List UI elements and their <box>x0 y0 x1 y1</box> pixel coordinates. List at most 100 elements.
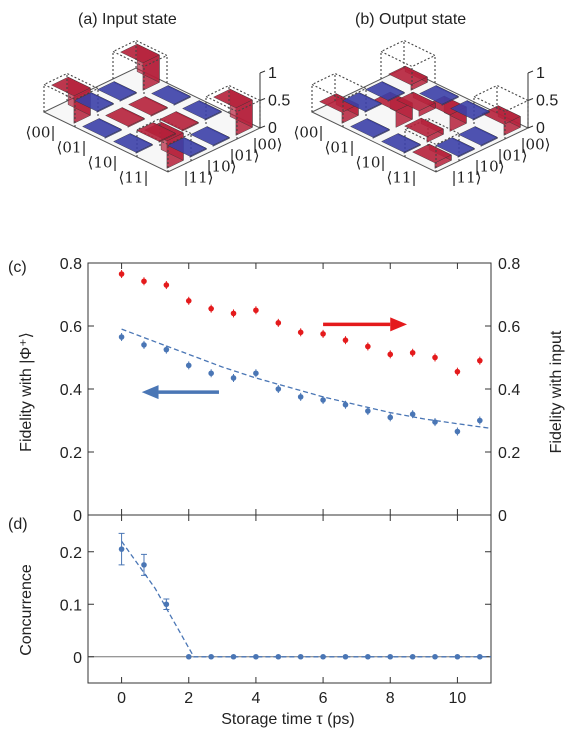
data-point-phi <box>141 342 147 348</box>
col-ket-label: |00⟩ <box>521 136 551 154</box>
row-bra-label: ⟨00| <box>294 124 324 142</box>
x-axis-title: Storage time τ (ps) <box>221 711 354 728</box>
data-point-input <box>387 351 394 358</box>
data-point-input <box>342 337 349 343</box>
y-axis-title-left-c: Fidelity with |Φ⁺⟩ <box>18 332 35 452</box>
data-point-input <box>275 320 282 326</box>
bar-top <box>136 122 176 142</box>
data-point-concurrence <box>432 653 438 660</box>
col-ket-label: |01⟩ <box>230 147 260 165</box>
bar-top <box>167 137 207 157</box>
bar-top <box>97 81 137 101</box>
data-point-phi <box>387 414 394 421</box>
z-tick-label: 1 <box>536 65 545 82</box>
z-tick <box>527 98 534 101</box>
y-tick-label: 0.6 <box>60 319 82 336</box>
bar-top <box>151 85 191 105</box>
z-tick <box>259 70 266 74</box>
arrow-right-head <box>390 317 408 332</box>
data-point-concurrence <box>454 653 461 660</box>
data-point-phi <box>118 334 125 340</box>
data-point-input <box>141 278 147 285</box>
y-tick-label: 0.2 <box>60 545 82 562</box>
data-point-phi <box>342 401 349 408</box>
y-tick-label-right: 0 <box>498 508 507 525</box>
row-bra-label: ⟨01| <box>57 139 87 157</box>
plot-frame <box>87 514 492 684</box>
col-ket-label: |00⟩ <box>253 136 283 154</box>
row-bra-label: ⟨11| <box>387 169 417 187</box>
data-point-concurrence <box>118 546 125 552</box>
bar-top <box>128 96 168 116</box>
bar-top <box>82 118 122 138</box>
data-point-phi <box>297 394 304 400</box>
data-point-phi <box>477 417 483 424</box>
concurrence-plot: 0 0.1 0.2 0 2 4 6 8 10 <box>60 514 492 707</box>
y-axis-title-d: Concurrence <box>18 564 35 656</box>
row-bra-label: ⟨11| <box>119 169 149 187</box>
bar-top <box>74 92 114 112</box>
data-point-input <box>432 354 438 361</box>
row-bra-label: ⟨10| <box>356 154 386 172</box>
bar-top <box>365 81 405 101</box>
data-point-concurrence <box>208 653 214 660</box>
data-point-input <box>365 343 371 350</box>
data-point-concurrence <box>365 653 371 660</box>
y-tick-label: 0.8 <box>60 256 82 273</box>
data-point-phi <box>454 428 461 435</box>
data-point-phi <box>320 397 326 403</box>
col-ket-label: |10⟩ <box>207 158 237 176</box>
bar-top <box>342 92 382 112</box>
col-ket-label: |01⟩ <box>498 147 528 165</box>
data-point-input <box>208 305 214 312</box>
y-tick-label-right: 0.6 <box>498 319 520 336</box>
data-point-concurrence <box>185 653 192 660</box>
data-point-concurrence <box>297 653 304 660</box>
data-point-phi <box>185 362 192 369</box>
data-point-input <box>320 331 326 337</box>
col-ket-label: |10⟩ <box>475 158 505 176</box>
data-point-concurrence <box>230 653 237 660</box>
bar-top <box>450 100 490 120</box>
bar-top <box>458 126 498 146</box>
z-tick-label: 1 <box>268 65 277 82</box>
x-tick-label: 10 <box>449 690 467 707</box>
bar-top <box>182 100 222 120</box>
bar-top <box>419 85 459 105</box>
data-point-phi <box>409 411 416 418</box>
col-ket-label: |11⟩ <box>452 169 482 187</box>
data-point-phi <box>253 370 259 377</box>
z-tick <box>259 98 266 101</box>
density-matrix-plot-input: 1 0.5 0 ⟨00|⟨01|⟨10|⟨11| |00⟩|01⟩|10⟩|11⟩ <box>26 39 290 187</box>
data-point-input <box>454 368 461 375</box>
x-tick-label: 2 <box>184 690 193 707</box>
bar-top <box>388 65 428 86</box>
panel-d-label: (d) <box>8 516 28 533</box>
data-point-input <box>230 310 237 317</box>
data-point-phi <box>163 346 170 353</box>
data-point-concurrence <box>477 653 483 660</box>
x-tick-label: 6 <box>319 690 328 707</box>
x-tick-label: 8 <box>386 690 395 707</box>
z-tick-label: 0.5 <box>268 93 290 110</box>
data-point-concurrence <box>387 653 394 660</box>
panel-b-title: (b) Output state <box>355 11 466 28</box>
z-tick <box>527 125 534 129</box>
data-point-concurrence <box>253 653 259 660</box>
arrow-left-head <box>141 385 159 400</box>
data-point-input <box>185 298 192 304</box>
bar-top <box>481 105 521 125</box>
data-point-input <box>297 329 304 336</box>
x-tick-label: 0 <box>117 690 126 707</box>
data-point-concurrence <box>275 653 282 660</box>
data-point-concurrence <box>409 653 416 660</box>
z-tick-label: 0 <box>536 120 545 137</box>
z-tick <box>527 70 534 74</box>
y-axis-title-right-c: Fidelity with input <box>548 330 565 453</box>
fit-line <box>121 540 491 658</box>
bar-top <box>412 143 452 164</box>
data-point-phi <box>432 419 438 425</box>
plot-frame <box>87 262 492 516</box>
reference-box <box>379 39 437 68</box>
